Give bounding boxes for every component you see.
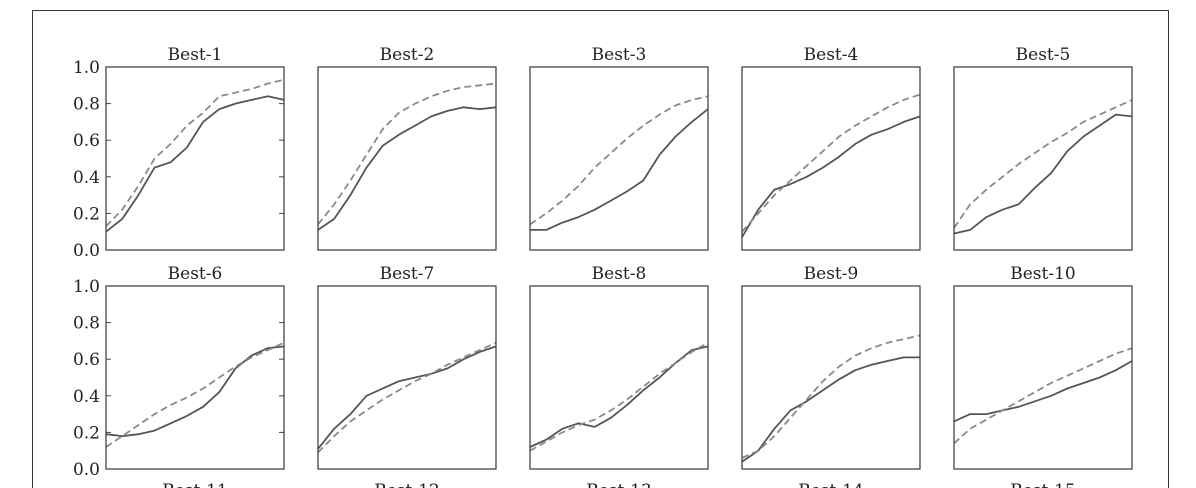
solid-series-line [317,345,497,450]
panel-title-cropped: Best-11 [162,481,228,488]
figure-frame [32,10,1169,488]
dashed-series-line [953,99,1133,229]
solid-series-line [529,345,709,448]
y-tick-label: 0.2 [73,204,100,224]
solid-series-line [105,345,285,438]
y-tick-label: 0.6 [73,131,100,151]
dashed-series-line [741,334,921,459]
panel-title: Best-1 [168,45,223,65]
solid-series-line [105,95,285,233]
panel-title: Best-7 [380,264,435,284]
panel-title-cropped: Best-15 [1010,481,1076,488]
panel-frame [529,66,709,251]
solid-series-line [530,108,709,231]
y-tick-label: 1.0 [73,58,100,78]
dashed-series-line [317,82,497,225]
y-tick-label: 0.6 [73,350,100,370]
solid-series-line [741,356,920,463]
panel-frame [741,285,921,470]
panel-frame [317,66,497,251]
panel-frame [741,66,921,251]
panel-title: Best-6 [168,264,223,284]
panel-title: Best-2 [380,45,435,65]
solid-series-line [953,360,1133,423]
y-tick-label: 0.8 [73,314,100,334]
panel-title: Best-10 [1010,264,1076,284]
y-tick-label: 0.4 [73,168,100,188]
dashed-series-line [105,341,285,448]
panel-title: Best-8 [592,264,647,284]
dashed-series-line [529,95,709,226]
dashed-series-line [317,341,497,454]
y-tick-label: 0.0 [73,241,100,261]
y-tick-label: 0.0 [73,460,100,480]
dashed-series-line [529,341,709,452]
panel-title-cropped: Best-13 [586,481,652,488]
y-tick-label: 0.8 [73,95,100,115]
y-tick-label: 1.0 [73,277,100,297]
y-tick-label: 0.2 [73,423,100,443]
panel-frame [105,285,285,470]
solid-series-line [741,115,921,238]
y-tick-label: 0.4 [73,387,100,407]
panel-title: Best-5 [1016,45,1071,65]
dashed-series-line [105,78,285,227]
panel-frame [529,285,709,470]
panel-frame [953,285,1133,470]
panel-frame [953,66,1133,251]
dashed-series-line [741,93,921,233]
panel-frame [317,285,497,470]
solid-series-line [317,106,497,231]
panel-title: Best-9 [804,264,859,284]
panel-title-cropped: Best-12 [374,481,440,488]
solid-series-line [953,113,1133,235]
panel-title: Best-4 [804,45,859,65]
panel-title-cropped: Best-14 [798,481,864,488]
panel-title: Best-3 [592,45,647,65]
dashed-series-line [953,347,1133,445]
panel-frame [105,66,285,251]
